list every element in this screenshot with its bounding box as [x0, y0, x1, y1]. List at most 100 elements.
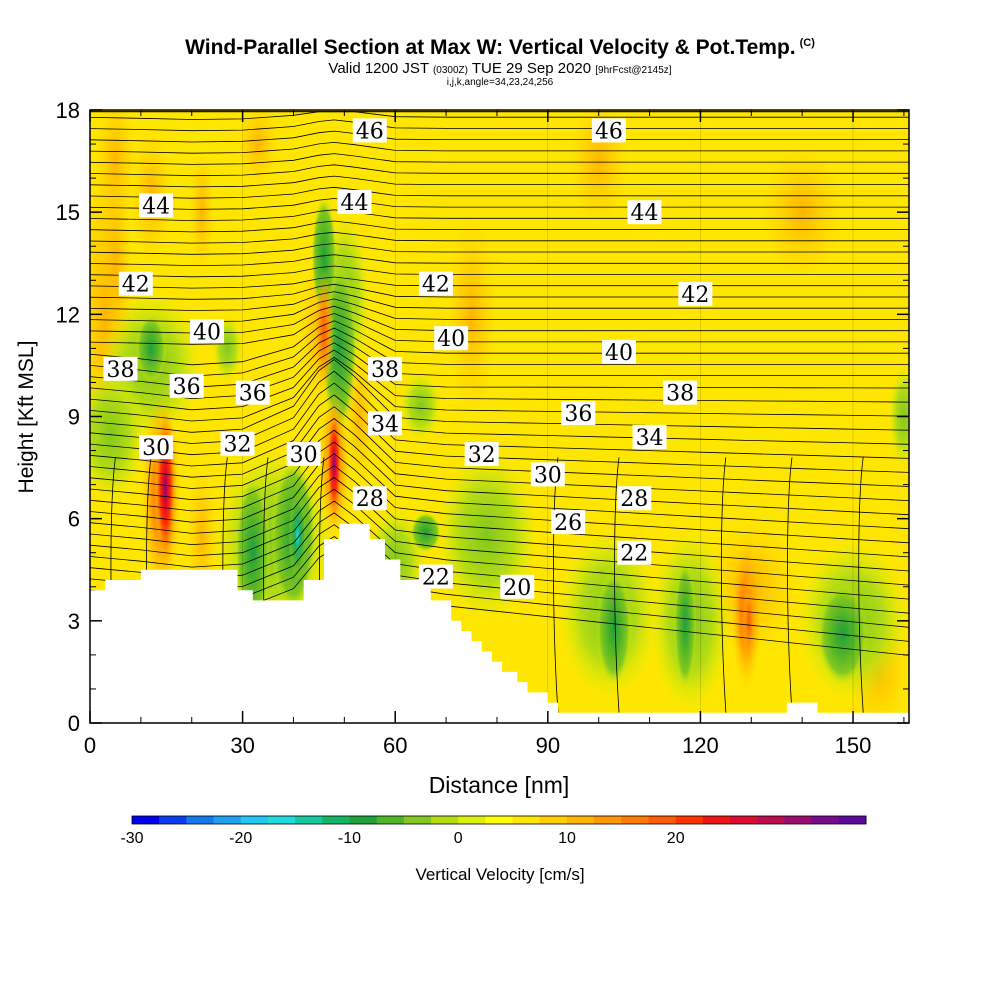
contour-label-bg [617, 540, 652, 565]
velocity-cell [186, 467, 218, 604]
x-tick-label: 0 [84, 733, 96, 758]
contour-labels: 46 46 44 44 44 42 42 42 40 40 40 38 38 38 36 36 36 34 34 30… [103, 118, 713, 601]
contour-label-text: 34 [636, 426, 664, 451]
isentrope-line [90, 130, 909, 143]
isentrope-line [720, 457, 727, 713]
x-axis-label: Distance [nm] [429, 772, 570, 798]
isentrope-line [90, 175, 909, 188]
contour-label-text: 44 [630, 201, 658, 226]
x-tick-label: 60 [383, 733, 407, 758]
contour-label: 20 [500, 574, 535, 601]
contour-label: 42 [118, 271, 153, 298]
isentrope-line [90, 243, 909, 255]
y-tick-label: 6 [68, 507, 80, 532]
contour-label-bg [418, 271, 453, 296]
colorbar-swatch [322, 816, 350, 824]
x-tick-label: 150 [835, 733, 872, 758]
contour-label: 44 [337, 189, 372, 216]
contour-label: 40 [190, 319, 224, 345]
colorbar-tick-label: -20 [229, 830, 252, 847]
contour-label-bg [220, 431, 255, 456]
contour-label-bg [286, 441, 321, 466]
colorbar-swatch [730, 816, 758, 824]
colorbar-tick-label: -10 [338, 830, 361, 847]
isentrope-line [90, 327, 909, 377]
y-tick-label: 0 [68, 711, 80, 736]
contour-label-text: 26 [554, 511, 582, 536]
colorbar-swatch [702, 816, 731, 824]
velocity-cell [673, 559, 697, 689]
contour-label-bg [530, 462, 565, 487]
colorbar-swatch [240, 816, 269, 824]
velocity-cell [135, 314, 167, 383]
contour-label-text: 20 [503, 576, 531, 601]
velocity-cell [446, 212, 497, 417]
contour-label: 34 [368, 411, 403, 437]
contour-label-bg [139, 193, 174, 218]
contour-label-text: 28 [620, 487, 648, 512]
contour-label-bg [561, 401, 596, 426]
colorbar-swatch [566, 816, 595, 824]
velocity-cell [741, 573, 756, 669]
y-tick-label: 18 [56, 98, 80, 123]
contour-label: 40 [434, 326, 469, 352]
isentrope-line [90, 186, 909, 199]
contour-label: 38 [663, 380, 698, 407]
colorbar-swatch [539, 816, 568, 824]
isentrope-line [90, 453, 909, 544]
isentrope-line [90, 298, 909, 323]
plot-area: 46 46 44 44 44 42 42 42 40 40 40 38 38 38 36 36 36 34 34 30… [90, 110, 909, 723]
contour-label-text: 40 [193, 320, 221, 345]
velocity-cell [596, 569, 632, 686]
contour-label: 22 [617, 540, 652, 567]
colorbar-swatch [267, 816, 296, 824]
colorbar-swatch [621, 816, 650, 824]
velocity-cell [761, 144, 843, 281]
colorbar: -30 -20 -10 0 10 20 [120, 815, 867, 847]
velocity-cell [400, 372, 441, 441]
contour-label: 40 [602, 339, 637, 366]
x-tick-label: 90 [536, 733, 560, 758]
velocity-cell [313, 270, 335, 393]
terrain-mask [90, 523, 909, 723]
colorbar-tick-label: 20 [667, 830, 685, 847]
contour-label-text: 42 [422, 273, 450, 298]
contour-label-bg [663, 380, 698, 405]
x-tick-label: 120 [682, 733, 719, 758]
colorbar-swatch [458, 816, 486, 824]
y-tick-label: 3 [68, 609, 80, 634]
isentrope-line [90, 198, 909, 210]
contour-label-bg [352, 118, 387, 143]
isentrope-line [90, 465, 909, 558]
isentrope-line [90, 320, 909, 366]
valid-time: Valid 1200 JST [328, 60, 429, 77]
velocity-cell [189, 150, 215, 274]
isentrope-line [90, 488, 909, 586]
contour-label-bg [500, 574, 535, 599]
contour-label-bg [337, 189, 372, 214]
isentrope-line [90, 418, 909, 501]
contour-label-bg [235, 380, 270, 405]
contour-label-bg [368, 411, 403, 436]
velocity-cell [288, 491, 307, 580]
contour-label: 32 [220, 431, 255, 458]
contour-label: 34 [632, 424, 667, 451]
isentrope-line [90, 406, 909, 487]
contour-label-text: 36 [564, 402, 592, 427]
colorbar-swatch [784, 816, 813, 824]
contour-label-bg [352, 486, 387, 511]
contour-label-bg [190, 319, 224, 344]
contour-label-text: 32 [224, 433, 252, 458]
isentrope-line [90, 231, 909, 244]
x-axis: 0 30 60 90 120 150 [84, 110, 905, 758]
contour-label-bg [627, 200, 662, 225]
colorbar-swatch [757, 816, 785, 824]
y-tick-label: 12 [56, 302, 80, 327]
contour-label-text: 36 [239, 382, 267, 407]
contour-label-bg [464, 441, 499, 466]
isentrope-line [858, 457, 864, 713]
contour-label: 38 [103, 356, 138, 383]
contour-label-bg [103, 356, 138, 381]
